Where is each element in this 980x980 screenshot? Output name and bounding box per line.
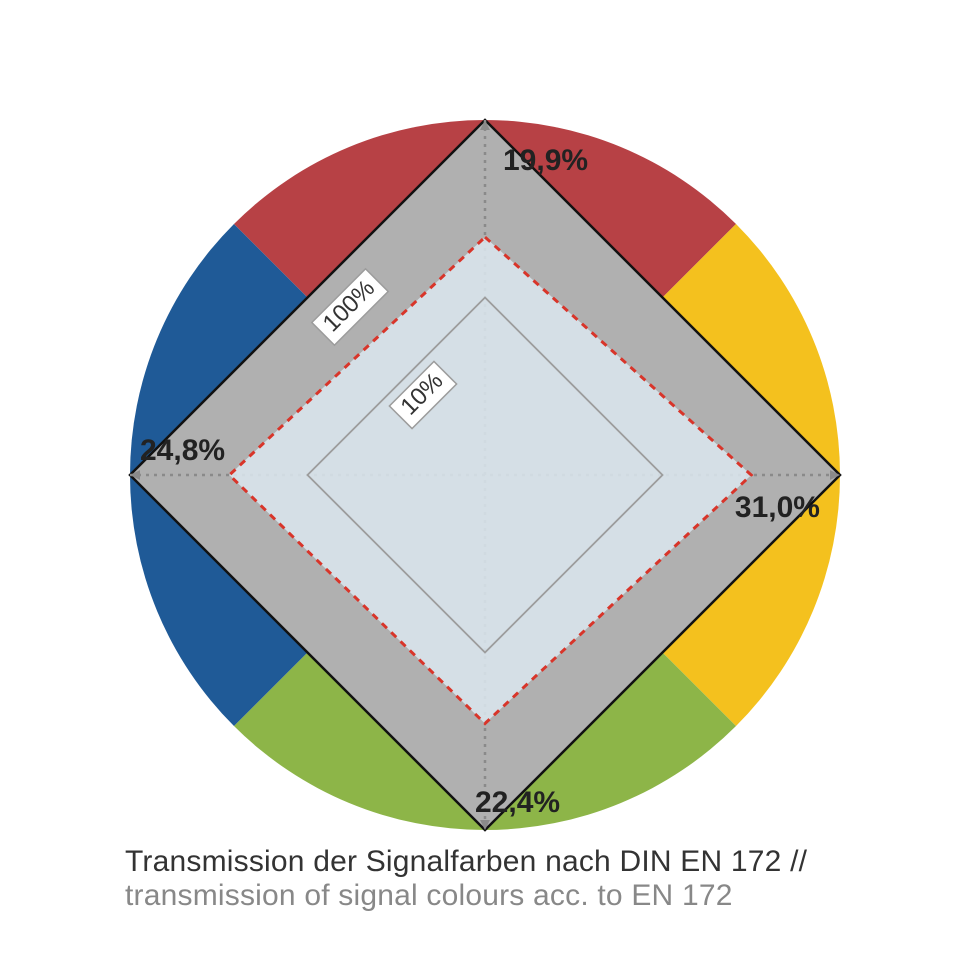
chart-caption: Transmission der Signalfarben nach DIN E…: [125, 845, 885, 913]
value-top: 19,9%: [503, 144, 588, 177]
chart-svg: 100%10%19,9%31,0%22,4%24,8%: [0, 0, 980, 980]
caption-line-2: transmission of signal colours acc. to E…: [125, 879, 885, 913]
value-right: 31,0%: [735, 491, 820, 524]
chart-root: { "chart": { "type": "radar-diamond", "c…: [0, 0, 980, 980]
caption-line-1: Transmission der Signalfarben nach DIN E…: [125, 845, 885, 879]
value-bottom: 22,4%: [475, 786, 560, 819]
value-left: 24,8%: [140, 434, 225, 467]
